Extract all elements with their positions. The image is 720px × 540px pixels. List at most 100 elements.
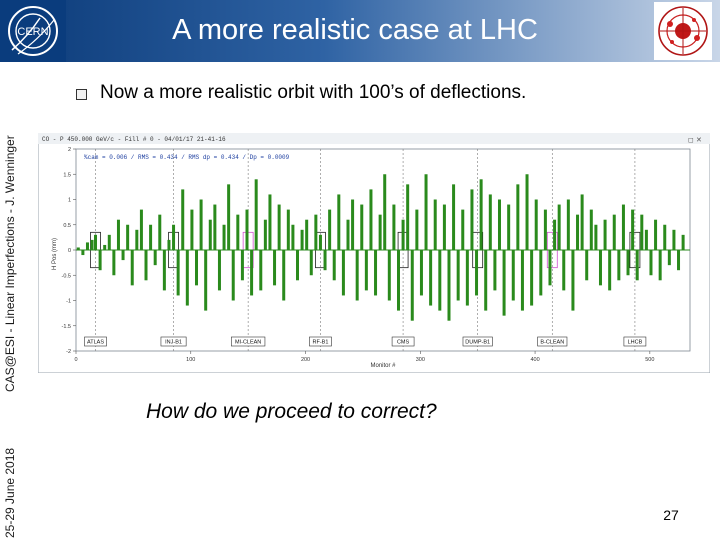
orbit-bar bbox=[318, 234, 322, 250]
orbit-bar bbox=[227, 184, 231, 250]
ip-label: CMS bbox=[397, 340, 410, 346]
orbit-bar bbox=[204, 250, 208, 311]
orbit-bar bbox=[195, 250, 199, 286]
orbit-bar bbox=[364, 250, 368, 291]
orbit-bar bbox=[282, 250, 286, 301]
ip-label-box bbox=[462, 336, 493, 347]
orbit-bar bbox=[139, 209, 143, 250]
y-tick-label: -1 bbox=[66, 299, 71, 305]
orbit-bar bbox=[369, 189, 373, 250]
orbit-bar bbox=[635, 250, 639, 281]
orbit-bar bbox=[626, 250, 630, 276]
orbit-bar bbox=[484, 250, 488, 311]
orbit-bar bbox=[406, 184, 410, 250]
orbit-bar bbox=[557, 204, 561, 250]
orbit-bar bbox=[199, 199, 203, 250]
sidebar: 25-29 June 2018 CAS@ESI - Linear Imperfe… bbox=[0, 62, 18, 540]
orbit-bar bbox=[76, 247, 80, 250]
orbit-bar bbox=[121, 250, 125, 261]
orbit-bar bbox=[511, 250, 515, 301]
orbit-bar bbox=[162, 250, 166, 291]
orbit-bar bbox=[475, 250, 479, 296]
orbit-bar bbox=[103, 244, 107, 250]
orbit-bar bbox=[268, 194, 272, 250]
orbit-bar bbox=[502, 250, 506, 316]
page-number: 27 bbox=[663, 507, 679, 523]
orbit-bar bbox=[640, 214, 644, 250]
y-tick-label: -1.5 bbox=[62, 324, 71, 330]
chart-window-controls-icon[interactable]: ◻ ✕ bbox=[688, 136, 702, 144]
ip-label: ATLAS bbox=[87, 340, 104, 346]
orbit-bar bbox=[433, 199, 437, 250]
orbit-bar bbox=[479, 179, 483, 250]
chart-header-text: CO - P 450.000 GeV/c - Fill # 0 - 04/01/… bbox=[42, 136, 226, 143]
x-tick-label: 0 bbox=[74, 357, 77, 363]
orbit-bar bbox=[81, 250, 85, 256]
orbit-bar bbox=[295, 250, 299, 281]
x-axis-label: Monitor # bbox=[370, 363, 396, 369]
orbit-bar bbox=[589, 209, 593, 250]
orbit-bar bbox=[337, 194, 341, 250]
orbit-bar bbox=[401, 219, 405, 250]
orbit-bar bbox=[447, 250, 451, 321]
orbit-bar bbox=[383, 174, 387, 250]
orbit-bar bbox=[677, 250, 681, 271]
orbit-bar bbox=[429, 250, 433, 306]
lhc-collision-logo-icon bbox=[654, 2, 712, 60]
orbit-bar bbox=[126, 224, 130, 250]
ip-label: DUMP-B1 bbox=[465, 340, 490, 346]
y-tick-label: 1.5 bbox=[63, 172, 71, 178]
orbit-bar bbox=[530, 250, 534, 306]
orbit-bar bbox=[185, 250, 189, 306]
ip-label: INJ-B1 bbox=[165, 340, 182, 346]
x-tick-label: 100 bbox=[186, 357, 195, 363]
orbit-bar bbox=[217, 250, 221, 291]
ip-label: B-CLEAN bbox=[540, 340, 564, 346]
orbit-bar bbox=[144, 250, 148, 281]
orbit-bar bbox=[176, 250, 180, 296]
orbit-bar bbox=[360, 204, 364, 250]
orbit-bar bbox=[314, 214, 318, 250]
x-tick-label: 200 bbox=[301, 357, 310, 363]
orbit-bar bbox=[149, 224, 153, 250]
orbit-bar bbox=[548, 250, 552, 286]
orbit-bar bbox=[263, 219, 267, 250]
orbit-bar bbox=[612, 214, 616, 250]
orbit-bar bbox=[355, 250, 359, 301]
orbit-bar bbox=[539, 250, 543, 296]
orbit-bar bbox=[291, 224, 295, 250]
orbit-bar bbox=[566, 199, 570, 250]
x-tick-label: 400 bbox=[530, 357, 539, 363]
orbit-bar bbox=[667, 250, 671, 266]
orbit-bar bbox=[85, 242, 89, 250]
orbit-bar bbox=[172, 224, 176, 250]
x-tick-label: 300 bbox=[416, 357, 425, 363]
y-tick-label: 1 bbox=[68, 198, 71, 204]
orbit-bar bbox=[461, 209, 465, 250]
ip-label-box bbox=[623, 336, 647, 347]
orbit-bar bbox=[107, 234, 111, 250]
orbit-bar bbox=[598, 250, 602, 286]
bullet-square-icon bbox=[76, 89, 87, 100]
ip-label: MI-CLEAN bbox=[235, 340, 261, 346]
orbit-chart-svg: CO - P 450.000 GeV/c - Fill # 0 - 04/01/… bbox=[37, 132, 711, 374]
bullet-text: Now a more realistic orbit with 100’s of… bbox=[100, 82, 527, 103]
orbit-bar bbox=[621, 204, 625, 250]
orbit-bar bbox=[452, 184, 456, 250]
cern-logo-text: CERN bbox=[17, 26, 48, 38]
orbit-bar bbox=[654, 219, 658, 250]
orbit-bar bbox=[507, 204, 511, 250]
orbit-bar bbox=[571, 250, 575, 311]
orbit-bar bbox=[240, 250, 244, 281]
chart-stats-text: %cam = 0.006 / RMS = 0.434 / RMS dp = 0.… bbox=[84, 154, 290, 161]
orbit-bar bbox=[465, 250, 469, 306]
orbit-bar bbox=[273, 250, 277, 286]
ip-label: RF-B1 bbox=[313, 340, 329, 346]
y-tick-label: -0.5 bbox=[62, 273, 71, 279]
orbit-bar bbox=[250, 250, 254, 296]
orbit-bar bbox=[231, 250, 235, 301]
orbit-bar bbox=[277, 204, 281, 250]
y-axis-label: H Pos (mm) bbox=[52, 238, 58, 270]
orbit-bar bbox=[259, 250, 263, 291]
orbit-bar bbox=[585, 250, 589, 281]
